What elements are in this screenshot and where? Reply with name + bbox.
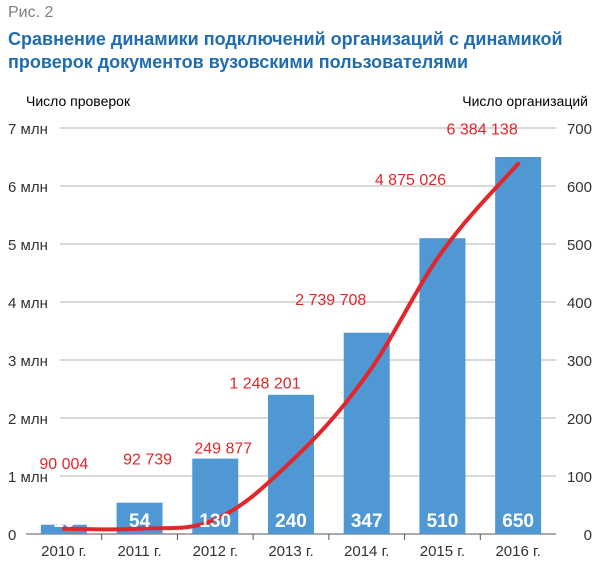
y-right-tick-label: 400 <box>567 295 592 312</box>
y-right-tick-label: 0 <box>584 527 592 544</box>
x-tick-label: 2015 г. <box>420 543 465 560</box>
figure-label: Рис. 2 <box>8 4 54 21</box>
bar-value-label: 130 <box>199 511 231 532</box>
y-right-axis-label: Число организаций <box>462 93 588 109</box>
y-right-tick-label: 100 <box>567 469 592 486</box>
bar-value-label: 510 <box>427 511 459 532</box>
label-layer: 16 54 130 240 347 510 650 90 004 92 739 249 877 1 … <box>39 122 534 532</box>
y-left-tick-label: 7 млн <box>8 121 48 138</box>
line-value-label: 2 739 708 <box>295 292 366 309</box>
y-right-tick-label: 700 <box>567 121 592 138</box>
y-left-tick-label: 5 млн <box>8 237 48 254</box>
y-left-tick-label: 2 млн <box>8 411 48 428</box>
x-tick-label: 2011 г. <box>117 543 161 560</box>
bar-layer <box>40 157 542 534</box>
bar <box>268 394 314 534</box>
y-right-tick-label: 200 <box>567 411 592 428</box>
y-left-axis-label: Число проверок <box>26 93 131 109</box>
y-right-tick-label: 300 <box>567 353 592 370</box>
x-tick-label: 2014 г. <box>344 543 389 560</box>
y-left-tick-label: 0 <box>8 527 16 544</box>
bar-value-label: 650 <box>502 511 534 532</box>
bar <box>419 238 466 534</box>
y-left-tick-label: 6 млн <box>8 179 48 196</box>
y-left-tick-label: 4 млн <box>8 295 48 312</box>
x-tick-label: 2010 г. <box>41 543 86 560</box>
bar-value-label: 16 <box>53 511 74 532</box>
line-value-label: 6 384 138 <box>447 122 518 139</box>
line-value-label: 1 248 201 <box>229 376 300 393</box>
bar-value-label: 347 <box>351 511 383 532</box>
x-tick-label: 2016 г. <box>495 543 540 560</box>
bar-value-label: 240 <box>275 511 307 532</box>
line-value-label: 249 877 <box>194 441 252 458</box>
bar <box>343 332 390 534</box>
line-layer <box>61 161 521 532</box>
y-left-tick-label: 1 млн <box>8 469 48 486</box>
chart-title: Сравнение динамики подключений организац… <box>8 29 563 72</box>
x-tick-label: 2013 г. <box>268 543 313 560</box>
line-value-label: 92 739 <box>123 452 172 469</box>
line-value-label: 4 875 026 <box>375 172 446 189</box>
line-value-label: 90 004 <box>39 456 88 473</box>
y-left-tick-label: 3 млн <box>8 353 48 370</box>
bar <box>495 157 542 534</box>
x-tick-label: 2012 г. <box>193 543 238 560</box>
y-right-tick-label: 600 <box>567 179 592 196</box>
bar-value-label: 54 <box>129 511 151 532</box>
y-right-tick-label: 500 <box>567 237 592 254</box>
axis-layer: Число проверок Число организаций 0 0 1 млн… <box>8 93 592 560</box>
